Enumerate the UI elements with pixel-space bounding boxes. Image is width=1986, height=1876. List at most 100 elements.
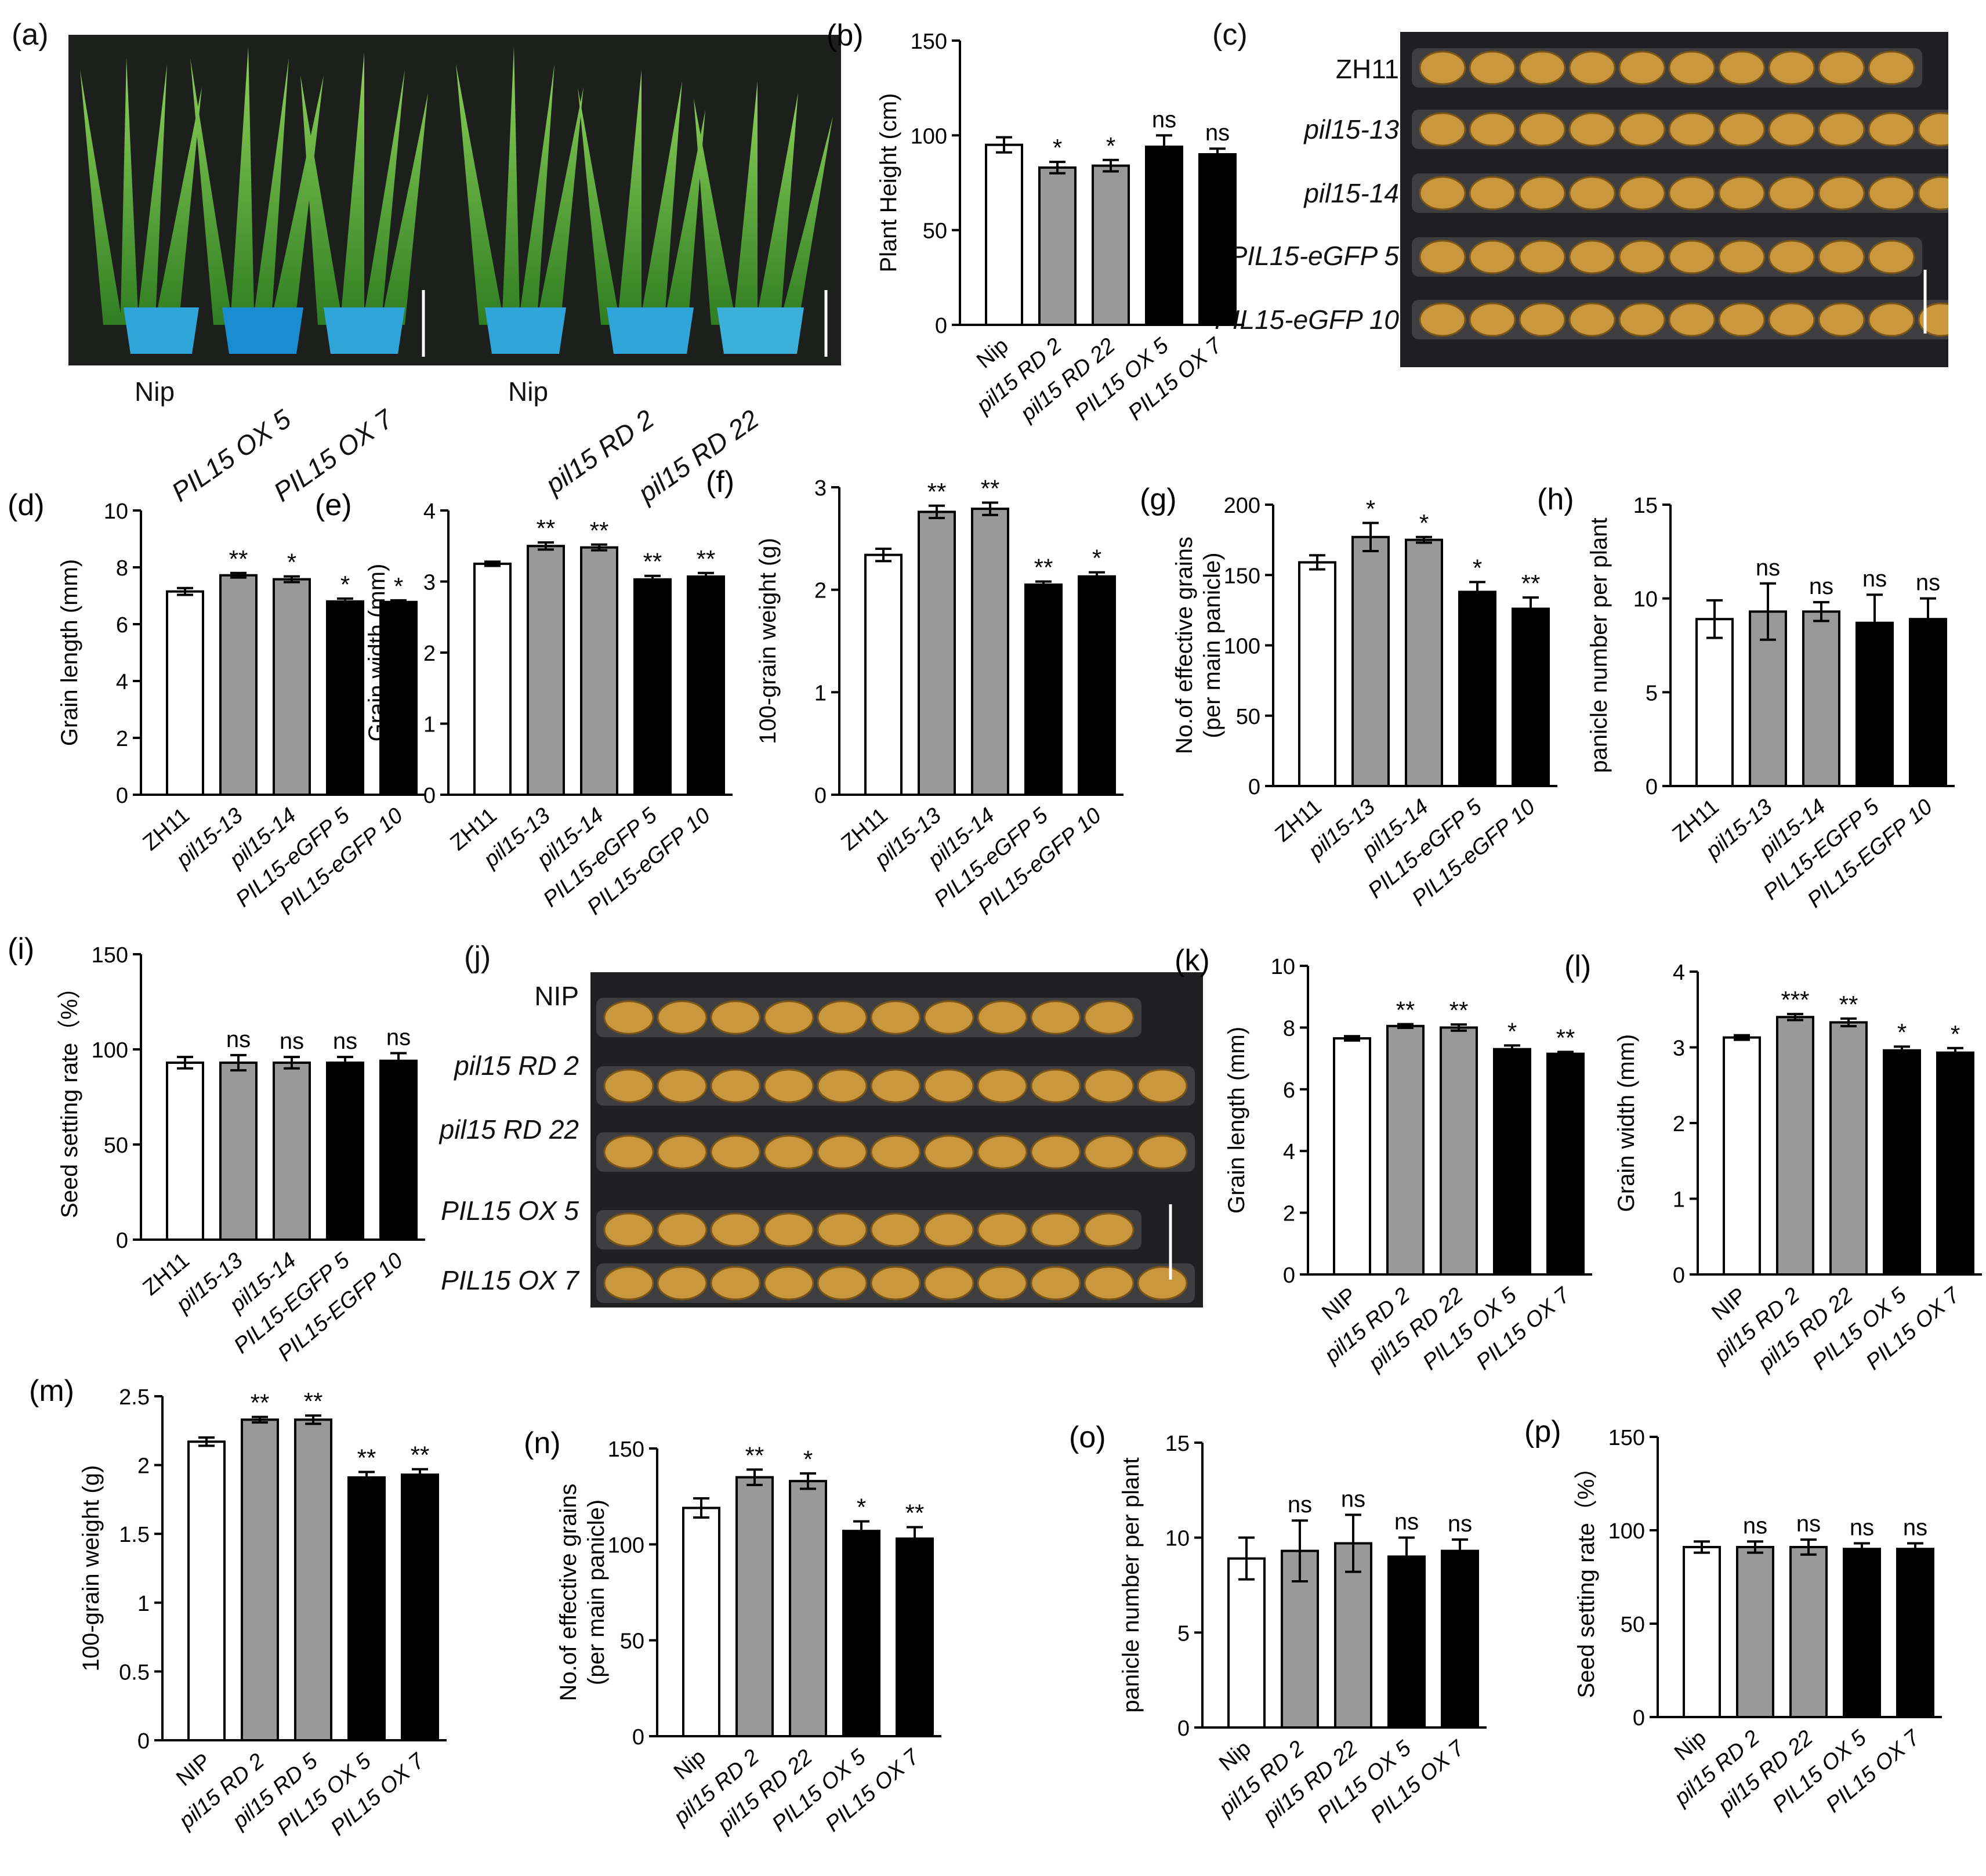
panel-label: (d)	[8, 488, 45, 522]
significance-label: ns	[386, 1025, 411, 1051]
y-tick-label: 100	[608, 1533, 644, 1558]
grain-j-grain	[817, 1266, 868, 1301]
grain-c-grain	[1469, 176, 1516, 211]
significance-label: **	[1449, 997, 1469, 1024]
significance-label: ***	[1781, 986, 1809, 1013]
grain-j-grain	[1083, 1266, 1135, 1301]
y-axis-label: panicle number per plant	[1586, 517, 1612, 773]
plant-photo-right-image	[438, 35, 841, 365]
bar	[1493, 1048, 1531, 1276]
grain-j-grain	[710, 1000, 761, 1035]
grain-j-grain	[657, 1069, 708, 1103]
bar	[864, 553, 903, 796]
significance-label: **	[927, 478, 947, 505]
bar	[379, 600, 418, 796]
y-tick-label: 8	[1283, 1016, 1295, 1041]
grain-j-grain	[870, 1212, 921, 1247]
grain-c-grain	[1519, 176, 1566, 211]
grain-c-label-1: ZH11	[1335, 54, 1399, 84]
bar	[580, 546, 618, 796]
plant-photo-left-image	[68, 35, 438, 365]
grain-c-grain	[1668, 50, 1716, 85]
bar	[1789, 1545, 1828, 1718]
grain-c-grain	[1768, 176, 1815, 211]
grain-j-grain	[870, 1266, 921, 1301]
grain-j-grain	[977, 1000, 1028, 1035]
bar	[273, 578, 311, 796]
bar	[1896, 1548, 1934, 1718]
plant-clump-6	[694, 81, 833, 325]
grain-j-grain	[977, 1212, 1028, 1247]
grain-j-grain	[657, 1135, 708, 1169]
grain-j-grain	[1083, 1000, 1135, 1035]
grain-c-grain	[1768, 112, 1815, 147]
y-tick-label: 4	[1673, 961, 1685, 985]
y-tick-label: 150	[1608, 1426, 1645, 1450]
pot-6	[717, 307, 804, 354]
panel-label: (i)	[8, 932, 34, 966]
bar	[1386, 1024, 1425, 1276]
panel-label: (b)	[827, 19, 864, 52]
grain-c-grain	[1818, 50, 1865, 85]
grain-j-grain	[763, 1266, 814, 1301]
pot-4	[485, 307, 566, 354]
plant-clump-1	[80, 58, 202, 325]
grain-c-label-3: pil15-14	[1304, 178, 1399, 208]
grain-c-grain	[1618, 50, 1666, 85]
y-axis-label: Grain length (mm)	[1224, 1027, 1249, 1214]
bar	[219, 574, 258, 796]
grain-c-grain	[1818, 240, 1865, 274]
bar	[1298, 561, 1336, 787]
bar	[1405, 538, 1443, 787]
significance-label: **	[229, 545, 248, 573]
grain-c-grain	[1868, 50, 1915, 85]
bar	[1829, 1021, 1868, 1276]
significance-label: *	[1366, 495, 1375, 523]
y-tick-label: 0	[423, 784, 436, 808]
significance-label: **	[745, 1442, 764, 1469]
grain-j-grain	[870, 1069, 921, 1103]
x-tick-label: NIP	[1707, 1283, 1751, 1325]
bar	[842, 1530, 880, 1738]
bar	[1843, 1548, 1881, 1718]
grain-j-grain	[657, 1212, 708, 1247]
bar	[1387, 1555, 1426, 1729]
grain-c-grain	[1618, 176, 1666, 211]
bar	[1546, 1052, 1585, 1276]
panel-label: (k)	[1175, 944, 1210, 977]
grain-c-grain	[1519, 50, 1566, 85]
y-tick-label: 0	[1633, 1706, 1645, 1730]
bar	[918, 510, 956, 796]
y-tick-label: 0	[1673, 1263, 1685, 1288]
grain-j-grain	[923, 1212, 974, 1247]
bar	[789, 1480, 827, 1738]
y-tick-label: 0	[1248, 775, 1260, 799]
chart-g: (g) 0 50 100 150 200 No.of effective grains (pe…	[1140, 483, 1557, 911]
y-tick-label: 6	[116, 613, 128, 638]
chart-m: (m) 0 0.5 1 1.5 2 2.5 100-grain weight (g) NIP **…	[29, 1374, 447, 1841]
bar	[1078, 575, 1116, 796]
y-tick-label: 150	[911, 30, 947, 54]
significance-label: *	[1951, 1020, 1960, 1048]
bar	[1440, 1026, 1478, 1276]
significance-label: **	[1839, 991, 1858, 1018]
y-tick-label: 0	[116, 1229, 128, 1253]
bar	[219, 1061, 258, 1241]
y-tick-label: 0	[814, 784, 827, 808]
panel-label: (o)	[1069, 1421, 1106, 1454]
significance-label: *	[394, 573, 403, 600]
bar	[633, 578, 672, 796]
y-tick-label: 1	[137, 1592, 150, 1616]
grain-j-grain	[1083, 1069, 1135, 1103]
grain-c-label-2: pil15-13	[1304, 114, 1399, 144]
significance-label: **	[643, 548, 662, 575]
grain-c-grain	[1718, 302, 1766, 337]
grain-j-grain	[870, 1000, 921, 1035]
